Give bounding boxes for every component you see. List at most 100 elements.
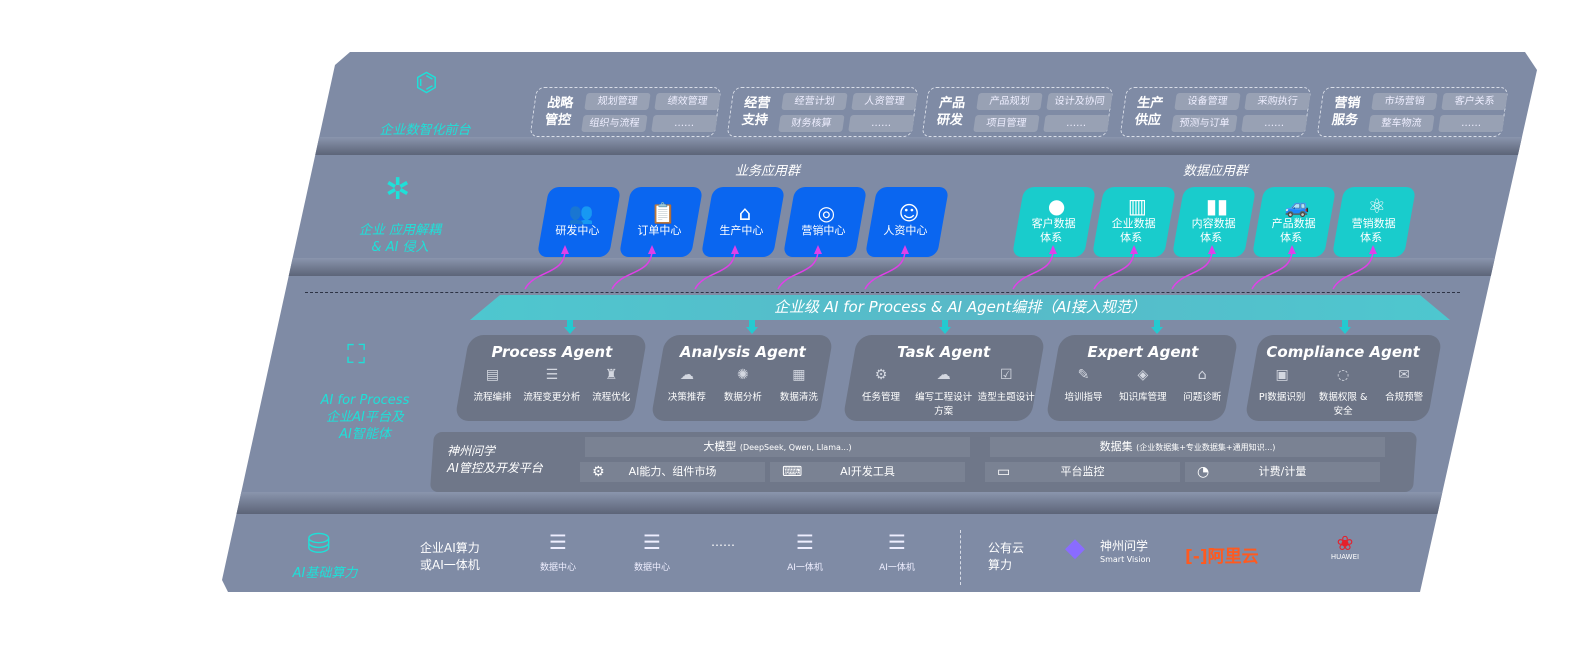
dataset-label: 数据集	[1099, 440, 1133, 453]
agent-capability[interactable]: ☁ 决策推荐	[659, 367, 714, 403]
public-cloud-2: 算力	[988, 558, 1013, 572]
server-icon: ☰	[643, 530, 661, 554]
agent-capability[interactable]: ▤ 流程编排	[463, 367, 522, 403]
agent-capability[interactable]: ▣ PI数据识别	[1252, 367, 1312, 417]
public-cloud: 公有云 算力	[988, 540, 1024, 574]
infra-label: AI基础算力	[292, 566, 358, 581]
process-label: AI for Process 企业AI平台及 AI智能体	[300, 392, 430, 443]
agent-title: Process Agent	[491, 343, 613, 361]
down-arrow-icon	[564, 320, 576, 334]
capability-icon: ▤	[485, 367, 500, 383]
process-label-1: AI for Process	[320, 393, 410, 408]
model-cell[interactable]: 大模型 (DeepSeek, Qwen, Llama...)	[585, 437, 970, 457]
server-icon: ☰	[549, 530, 567, 554]
capability-label: 知识库管理	[1119, 392, 1167, 403]
vendor-1-name: 神州问学	[1100, 539, 1149, 553]
down-arrow-icon	[1151, 320, 1163, 334]
capability-icon: ☁	[679, 367, 694, 383]
agent-capability[interactable]: ◈ 知识库管理	[1114, 367, 1173, 403]
vendor-1-sub: Smart Vision	[1100, 555, 1151, 564]
server-item: ☰ 数据中心	[533, 530, 583, 573]
server-label: AI一体机	[787, 563, 823, 573]
platform-tool[interactable]: ⌨ AI开发工具	[770, 462, 965, 482]
arrow-head	[648, 245, 656, 254]
connector-arrow	[1332, 249, 1374, 290]
capability-icon: ✎	[1077, 367, 1090, 383]
huawei-flower-icon: ❀	[1336, 531, 1354, 555]
capability-icon: ▦	[792, 367, 806, 383]
capability-label: 培训指导	[1064, 392, 1103, 403]
server-item: ☰ AI一体机	[872, 530, 922, 573]
platform-tool[interactable]: ⚙ AI能力、组件市场	[580, 462, 765, 482]
connector-arrow	[524, 249, 566, 290]
arrow-head	[1049, 245, 1057, 254]
down-arrow-icon	[1339, 320, 1351, 334]
agent-capability[interactable]: ☑ 造型主题设计	[975, 367, 1037, 417]
agent-capability[interactable]: ✺ 数据分析	[715, 367, 770, 403]
capability-icon: ☑	[1000, 367, 1013, 383]
arrow-head	[1208, 245, 1216, 254]
agent-capability[interactable]: ⚙ 任务管理	[850, 367, 912, 417]
arrow-head	[814, 245, 822, 254]
brain-icon: ⌬	[415, 68, 438, 98]
agent-capability[interactable]: ✎ 培训指导	[1054, 367, 1113, 403]
monitor-icon: ▭	[997, 464, 1011, 480]
agent-capability[interactable]: ◌ 数据权限 & 安全	[1313, 367, 1373, 417]
agent-card[interactable]: Task Agent ⚙ 任务管理 ☁ 编写工程设计方案 ☑ 造型主题设计	[842, 335, 1046, 421]
agent-card[interactable]: Expert Agent ✎ 培训指导 ◈ 知识库管理 ⌂ 问题诊断	[1045, 335, 1239, 421]
capability-label: 数据分析	[723, 392, 762, 403]
dataset-cell[interactable]: 数据集 (企业数据集+专业数据集+通用知识...)	[990, 437, 1385, 457]
platform-tool[interactable]: ◔ 计费/计量	[1185, 462, 1380, 482]
agent-capability[interactable]: ☁ 编写工程设计方案	[913, 367, 975, 417]
layer-divider	[222, 137, 1537, 155]
arrow-head	[1288, 245, 1296, 254]
dev-tools-icon: ⌨	[782, 464, 803, 480]
capability-label: 任务管理	[861, 392, 900, 403]
capability-icon: ✺	[737, 367, 749, 383]
connector-arrow	[611, 249, 653, 290]
dataset-note: (企业数据集+专业数据集+通用知识...)	[1136, 443, 1276, 452]
agent-capability[interactable]: ☰ 流程变更分析	[523, 367, 582, 403]
server-label: AI一体机	[879, 563, 915, 573]
agent-capability[interactable]: ⌂ 问题诊断	[1173, 367, 1232, 403]
agent-title: Compliance Agent	[1266, 343, 1420, 361]
connector-arrow	[1012, 249, 1054, 290]
down-arrow-icon	[939, 320, 951, 334]
banner-text: 企业级 AI for Process & AI Agent编排（AI接入规范）	[774, 298, 1146, 316]
tool-label: 平台监控	[1060, 465, 1105, 478]
agent-card[interactable]: Process Agent ▤ 流程编排 ☰ 流程变更分析 ♜ 流程优化	[454, 335, 648, 421]
apps-label: 企业 应用解耦 & AI 侵入	[345, 222, 455, 256]
public-cloud-1: 公有云	[988, 541, 1025, 555]
agent-card[interactable]: Analysis Agent ☁ 决策推荐 ✺ 数据分析 ▦ 数据清洗	[650, 335, 834, 421]
capability-label: 流程变更分析	[523, 392, 581, 403]
tool-label: AI开发工具	[840, 465, 895, 478]
model-label: 大模型	[703, 440, 737, 453]
connector-arrow	[864, 249, 906, 290]
arrow-head	[901, 245, 909, 254]
vertical-divider	[960, 530, 961, 585]
huawei-logo: ❀ HUAWEI	[1325, 533, 1365, 561]
platform-name-2: AI管控及开发平台	[447, 461, 543, 475]
enterprise-compute: 企业AI算力 或AI一体机	[420, 540, 480, 574]
platform-name: 神州问学 AI管控及开发平台	[447, 443, 543, 477]
server-item: ☰ AI一体机	[780, 530, 830, 573]
agent-card[interactable]: Compliance Agent ▣ PI数据识别 ◌ 数据权限 & 安全 ✉ 合规预警	[1244, 335, 1443, 421]
tool-label: 计费/计量	[1258, 465, 1307, 478]
capability-icon: ⚙	[874, 367, 888, 383]
agent-capability[interactable]: ▦ 数据清洗	[771, 367, 826, 403]
capability-label: 流程优化	[592, 392, 631, 403]
dashed-separator	[305, 292, 1460, 293]
arrow-head	[1369, 245, 1377, 254]
server-label: 数据中心	[539, 563, 576, 573]
capability-label: 流程编排	[473, 392, 512, 403]
layer-divider	[222, 492, 1537, 514]
agent-capability[interactable]: ✉ 合规预警	[1374, 367, 1434, 417]
connector-arrow	[1171, 249, 1213, 290]
vendor-2-name: 阿里云	[1207, 547, 1259, 567]
agent-capability[interactable]: ♜ 流程优化	[582, 367, 641, 403]
process-label-2: 企业AI平台及	[326, 410, 404, 425]
platform-tool[interactable]: ▭ 平台监控	[985, 462, 1180, 482]
server-icon: ☰	[888, 530, 906, 554]
capability-label: 编写工程设计方案	[915, 392, 973, 417]
